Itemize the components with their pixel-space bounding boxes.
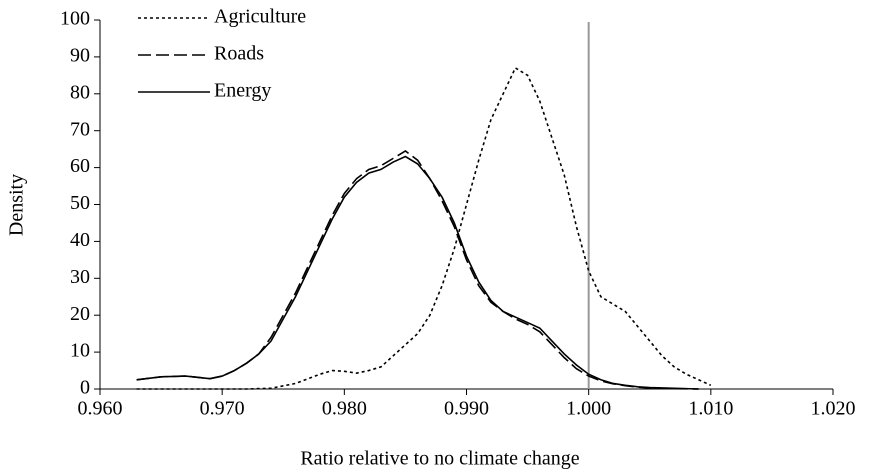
y-tick-label: 20	[70, 303, 90, 325]
x-tick-label: 1.000	[566, 398, 611, 420]
y-tick-label: 60	[70, 155, 90, 177]
x-axis-label: Ratio relative to no climate change	[300, 448, 579, 470]
x-tick-label: 1.010	[688, 398, 733, 420]
x-tick-label: 0.960	[78, 398, 123, 420]
y-tick-label: 0	[80, 377, 90, 399]
y-tick-label: 80	[70, 81, 90, 103]
y-tick-label: 100	[60, 8, 90, 30]
legend-label: Agriculture	[214, 6, 306, 28]
x-tick-label: 0.980	[322, 398, 367, 420]
x-tick-label: 0.970	[200, 398, 245, 420]
y-tick-label: 30	[70, 266, 90, 288]
x-tick-label: 0.990	[444, 398, 489, 420]
legend-label: Roads	[214, 43, 264, 65]
y-axis-label: Density	[6, 174, 28, 236]
y-tick-label: 10	[70, 340, 90, 362]
legend-label: Energy	[214, 80, 271, 102]
y-tick-label: 40	[70, 229, 90, 251]
series-line	[136, 150, 699, 390]
x-tick-label: 1.020	[811, 398, 856, 420]
y-tick-label: 70	[70, 118, 90, 140]
y-tick-label: 50	[70, 192, 90, 214]
series-line	[136, 66, 712, 390]
series-line	[136, 155, 699, 390]
y-tick-label: 90	[70, 44, 90, 66]
